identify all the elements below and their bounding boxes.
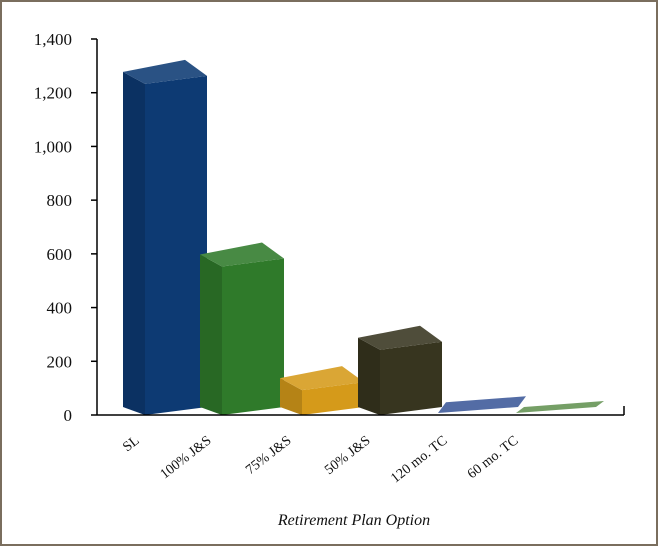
bar (438, 396, 526, 413)
y-tick-label: 1,200 (34, 84, 72, 103)
x-category-label: 60 mo. TC (465, 433, 522, 482)
bar-front (222, 258, 284, 415)
y-tick-label: 800 (47, 191, 73, 210)
bar-front (302, 382, 364, 415)
x-axis-title: Retirement Plan Option (277, 512, 430, 529)
bar (200, 242, 284, 415)
x-category-label: 75% J&S (243, 433, 294, 478)
bar (123, 59, 207, 416)
bar-body (438, 396, 526, 413)
bar-top (200, 242, 284, 267)
y-tick-label: 1,000 (34, 137, 72, 156)
bar-side (123, 71, 145, 416)
x-category-label: 50% J&S (322, 433, 373, 478)
bar-body (516, 401, 604, 413)
x-category-label: 120 mo. TC (388, 433, 450, 486)
y-tick-label: 200 (47, 352, 73, 371)
x-category-label: 100% J&S (158, 433, 215, 482)
y-tick-label: 400 (47, 299, 73, 318)
bars-group (123, 59, 604, 416)
axes-group (96, 39, 625, 416)
x-category-label: SL (120, 433, 142, 455)
bar-side (280, 378, 302, 415)
bar-front (145, 75, 207, 416)
bar (358, 325, 442, 415)
bar (280, 366, 364, 415)
y-tick-label: 0 (64, 406, 73, 425)
x-labels-group: SL 100% J&S 75% J&S 50% J&S 120 mo. TC 60 mo.… (120, 433, 521, 486)
bar-front (380, 341, 442, 415)
bar-side (358, 337, 380, 415)
y-ticks-group: 0 200 400 600 800 1,000 1,200 1,400 (34, 30, 97, 425)
bar-side (200, 254, 222, 415)
bar-top (358, 325, 442, 350)
bar-top (123, 59, 207, 84)
bar-top (280, 366, 364, 391)
y-tick-label: 1,400 (34, 30, 72, 49)
y-tick-label: 600 (47, 245, 73, 264)
bar (516, 401, 604, 413)
